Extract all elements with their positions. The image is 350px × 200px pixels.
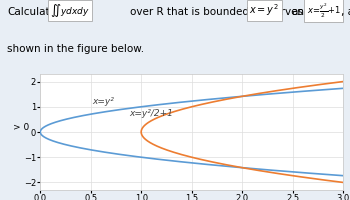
Text: shown in the figure below.: shown in the figure below. (7, 44, 144, 54)
Text: Calculate: Calculate (7, 7, 56, 17)
Text: $x\!=\!\frac{y^2}{2}\!+\!1$: $x\!=\!\frac{y^2}{2}\!+\!1$ (307, 1, 341, 20)
Y-axis label: > 0: > 0 (13, 123, 29, 132)
Text: and: and (291, 7, 311, 17)
Text: $\iint ydxdy$: $\iint ydxdy$ (50, 2, 90, 19)
Text: , as: , as (341, 7, 350, 17)
Text: $x = y^2$: $x = y^2$ (249, 2, 279, 18)
Text: x=y²/2+1: x=y²/2+1 (129, 109, 173, 118)
Text: x=y²: x=y² (93, 97, 114, 106)
Text: over R that is bounded by curves: over R that is bounded by curves (130, 7, 302, 17)
